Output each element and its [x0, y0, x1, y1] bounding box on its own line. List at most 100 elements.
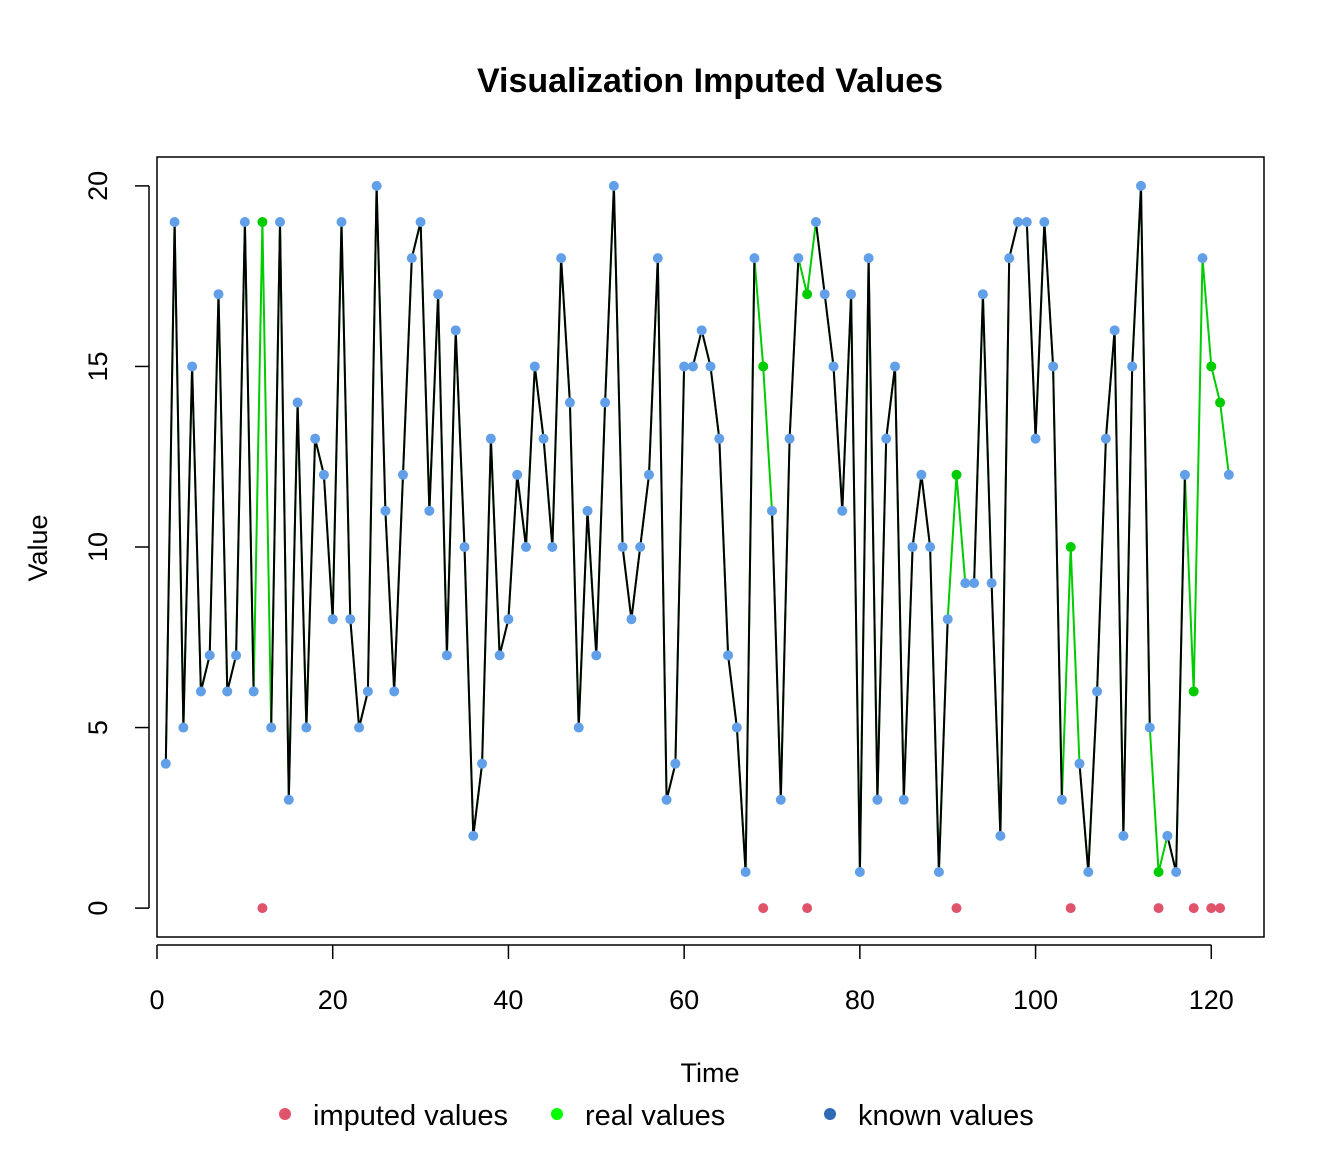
legend-label-known: known values	[858, 1100, 1034, 1132]
known-value-point	[292, 397, 303, 408]
known-value-point	[1048, 361, 1059, 372]
known-value-point	[714, 433, 725, 444]
known-value-point	[521, 542, 531, 552]
known-value-point	[441, 650, 452, 661]
known-value-point	[433, 289, 444, 300]
known-value-point	[547, 542, 558, 552]
known-value-point	[327, 614, 338, 625]
known-value-point	[564, 397, 575, 408]
legend: imputed values real values known values	[279, 1100, 1034, 1132]
known-value-point	[626, 614, 637, 625]
legend-label-real: real values	[585, 1100, 725, 1132]
known-value-point	[345, 614, 356, 625]
known-value-point	[275, 217, 285, 227]
known-value-point	[819, 289, 830, 300]
legend-marker-imputed	[279, 1108, 291, 1120]
known-value-point	[389, 686, 400, 697]
known-value-point	[459, 542, 470, 552]
x-tick-label: 20	[318, 985, 348, 1015]
known-value-point	[1100, 433, 1111, 444]
known-value-point	[890, 361, 900, 372]
known-value-point	[863, 253, 874, 264]
known-value-point	[406, 253, 417, 264]
known-value-point	[960, 578, 971, 589]
x-tick-label: 0	[149, 985, 164, 1015]
known-value-point	[169, 217, 180, 227]
known-value-point	[222, 686, 233, 697]
known-value-point	[380, 505, 391, 516]
known-value-point	[1083, 867, 1094, 877]
known-value-point	[494, 650, 505, 661]
known-value-point	[538, 433, 549, 444]
known-value-point	[1179, 469, 1190, 480]
x-tick-label: 80	[845, 985, 875, 1015]
known-value-point	[1197, 253, 1208, 264]
x-tick-label: 60	[669, 985, 699, 1015]
known-value-point	[925, 542, 936, 552]
known-value-point	[556, 253, 567, 264]
known-value-point	[1109, 325, 1120, 336]
known-value-point	[160, 758, 171, 769]
real-value-point	[1215, 397, 1226, 408]
known-value-point	[1162, 830, 1173, 841]
series-lines	[164, 185, 1230, 873]
known-value-point	[986, 578, 997, 589]
known-value-point	[837, 505, 848, 516]
known-value-point	[336, 217, 347, 227]
known-value-point	[1056, 794, 1067, 805]
known-value-point	[1004, 253, 1015, 264]
known-value-point	[1030, 433, 1041, 444]
known-value-point	[1144, 722, 1155, 733]
known-value-point	[723, 650, 734, 661]
x-axis: 0 20 40 60 80 100 120	[149, 944, 1234, 1015]
real-value-point	[257, 217, 268, 227]
chart-title: Visualization Imputed Values	[477, 62, 943, 100]
known-value-point	[178, 722, 189, 733]
known-value-point	[231, 650, 242, 661]
known-value-point	[318, 469, 329, 480]
known-value-point	[784, 433, 795, 444]
known-value-point	[187, 361, 198, 372]
known-value-point	[793, 253, 804, 264]
known-value-point	[749, 253, 760, 264]
known-value-point	[881, 433, 892, 444]
y-tick-label: 5	[83, 720, 113, 735]
known-value-point	[195, 686, 206, 697]
known-value-point	[248, 686, 259, 697]
known-value-point	[573, 722, 584, 733]
known-value-point	[1021, 217, 1032, 227]
x-axis-label: Time	[681, 1058, 740, 1088]
known-values-line	[814, 221, 949, 873]
known-value-point	[204, 650, 215, 661]
imputed-value-point	[802, 903, 813, 914]
known-value-point	[969, 578, 980, 589]
known-values-line	[164, 221, 255, 764]
known-value-point	[1092, 686, 1103, 697]
known-value-point	[696, 325, 707, 336]
legend-marker-known	[824, 1108, 836, 1120]
real-value-point	[951, 469, 962, 480]
x-tick-label: 40	[493, 985, 523, 1015]
imputed-value-point	[257, 903, 268, 914]
known-value-point	[1074, 758, 1085, 769]
known-value-point	[846, 289, 857, 300]
known-value-point	[1118, 830, 1129, 841]
known-value-point	[485, 433, 496, 444]
known-values-line	[771, 258, 800, 800]
known-value-point	[977, 289, 988, 300]
real-value-point	[758, 361, 769, 372]
known-value-point	[617, 542, 628, 552]
y-axis: 0 5 10 15 20	[83, 171, 150, 916]
known-value-point	[512, 469, 523, 480]
known-value-point	[477, 758, 488, 769]
legend-label-imputed: imputed values	[313, 1100, 508, 1132]
known-value-point	[283, 794, 294, 805]
known-value-point	[767, 505, 777, 516]
known-value-point	[670, 758, 681, 769]
known-value-point	[652, 253, 663, 264]
known-value-point	[705, 361, 716, 372]
known-value-point	[644, 469, 654, 480]
imputed-value-point	[1188, 903, 1199, 914]
known-value-point	[398, 469, 408, 480]
